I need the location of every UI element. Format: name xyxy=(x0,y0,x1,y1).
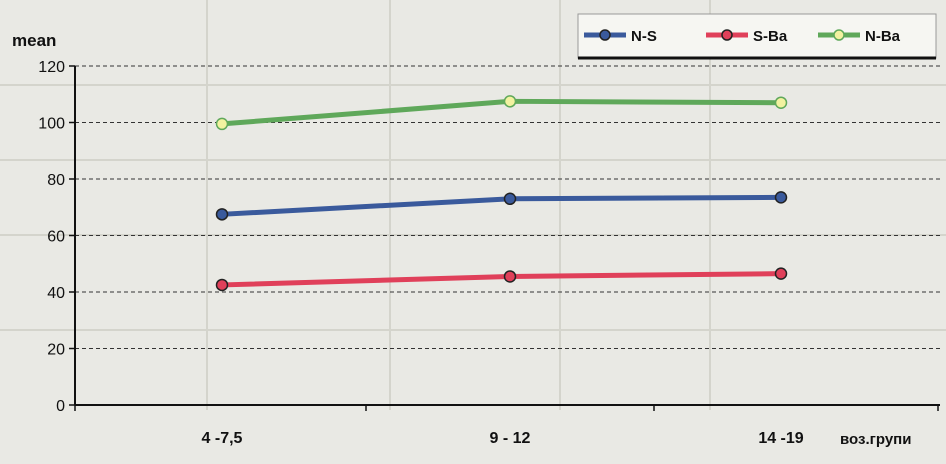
legend: N-S S-Ba N-Ba xyxy=(577,13,937,60)
data-point-s-ba xyxy=(503,270,517,283)
legend-label-n-ba: N-Ba xyxy=(865,28,901,45)
x-axis-label: воз.групи xyxy=(840,431,911,448)
data-point-n-s xyxy=(774,191,788,204)
data-point-n-s xyxy=(215,208,229,221)
legend-marker-n-ba xyxy=(833,29,845,41)
legend-label-s-ba: S-Ba xyxy=(753,28,788,45)
legend-marker-s-ba xyxy=(721,29,733,41)
data-point-n-ba xyxy=(503,95,517,108)
y-tick-label: 80 xyxy=(47,172,65,189)
y-tick-label: 120 xyxy=(38,59,65,76)
x-tick-label: 9 - 12 xyxy=(490,430,531,447)
y-tick-label: 20 xyxy=(47,342,65,359)
y-tick-label: 0 xyxy=(56,398,65,415)
axes xyxy=(69,65,940,411)
data-point-n-ba xyxy=(215,117,229,131)
y-tick-labels: 0 20 40 60 80 100 120 xyxy=(38,59,65,415)
y-axis-label: mean xyxy=(12,31,56,50)
legend-marker-n-s xyxy=(599,29,611,41)
y-tick-label: 40 xyxy=(47,285,65,302)
series xyxy=(215,95,788,292)
background-table-lines xyxy=(0,0,946,410)
x-tick-label: 4 -7,5 xyxy=(202,430,243,447)
y-tick-label: 100 xyxy=(38,116,65,133)
data-point-n-ba xyxy=(774,96,788,109)
data-point-n-s xyxy=(503,192,517,206)
legend-box xyxy=(577,13,937,59)
x-tick-labels: 4 -7,5 9 - 12 14 -19 xyxy=(202,430,804,447)
legend-label-n-s: N-S xyxy=(631,28,657,45)
x-tick-label: 14 -19 xyxy=(758,430,803,447)
y-tick-label: 60 xyxy=(47,229,65,246)
data-point-s-ba xyxy=(774,267,788,280)
data-point-s-ba xyxy=(215,278,229,292)
